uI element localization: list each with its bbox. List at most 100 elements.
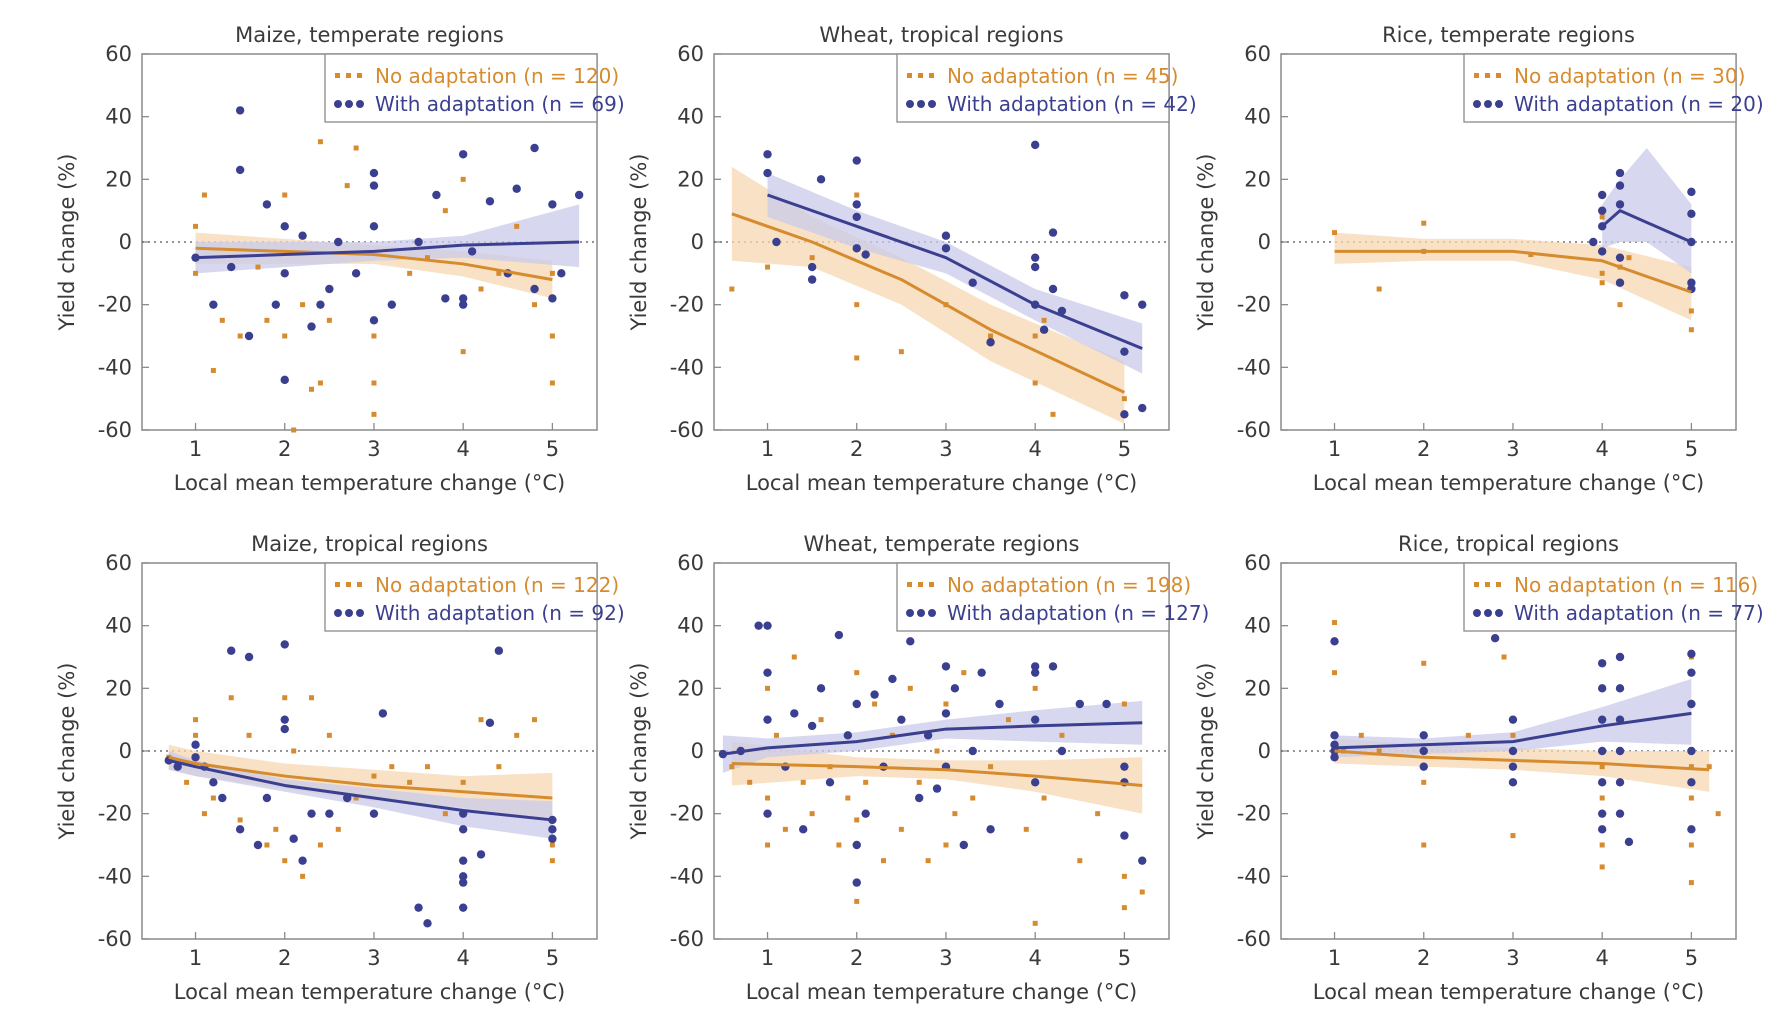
point-no-adaptation <box>1059 732 1065 738</box>
point-with-adaptation <box>1508 715 1518 724</box>
point-no-adaptation <box>1510 833 1516 839</box>
point-no-adaptation <box>210 367 216 373</box>
point-with-adaptation <box>218 793 227 803</box>
point-with-adaptation <box>235 825 245 834</box>
point-no-adaptation <box>371 380 377 386</box>
legend-label-no-adaptation: No adaptation (n = 120) <box>375 64 619 88</box>
point-no-adaptation <box>1599 280 1605 286</box>
point-no-adaptation <box>317 380 323 386</box>
point-with-adaptation <box>1048 284 1058 294</box>
trend-line-no-adaptation <box>731 762 1143 787</box>
point-no-adaptation <box>460 779 466 785</box>
x-tick-label: 4 <box>1028 946 1041 970</box>
y-tick-label: 20 <box>677 167 704 191</box>
legend: No adaptation (n = 122) With adaptation (… <box>324 562 625 632</box>
point-no-adaptation <box>854 355 860 361</box>
point-with-adaptation <box>458 825 468 834</box>
y-tick-label: -60 <box>1237 927 1271 951</box>
point-no-adaptation <box>246 732 252 738</box>
y-tick-label: -40 <box>1237 864 1271 888</box>
point-with-adaptation <box>772 237 781 247</box>
point-with-adaptation <box>1687 278 1696 287</box>
x-tick-label: 3 <box>939 946 952 970</box>
point-with-adaptation <box>852 200 861 209</box>
legend-marker-no-adaptation <box>918 582 923 587</box>
point-with-adaptation <box>1048 228 1058 237</box>
legend-marker-no-adaptation <box>335 582 340 587</box>
point-with-adaptation <box>191 740 200 749</box>
point-with-adaptation <box>1589 237 1598 247</box>
point-with-adaptation <box>754 621 763 630</box>
point-with-adaptation <box>763 715 772 724</box>
point-with-adaptation <box>1624 837 1634 847</box>
point-with-adaptation <box>843 731 853 740</box>
point-no-adaptation <box>282 858 288 864</box>
legend-label-no-adaptation: No adaptation (n = 30) <box>1514 64 1745 88</box>
point-with-adaptation <box>548 834 557 843</box>
legend-marker-no-adaptation <box>907 73 912 78</box>
y-tick-label: 60 <box>105 551 132 575</box>
y-tick-label: 60 <box>677 551 704 575</box>
point-no-adaptation <box>1421 842 1427 848</box>
point-no-adaptation <box>371 411 377 417</box>
trend-line-with-adaptation <box>1334 711 1692 750</box>
point-with-adaptation <box>280 715 289 724</box>
legend-box <box>896 562 1170 632</box>
x-tick-label: 3 <box>367 437 380 461</box>
point-with-adaptation <box>1597 247 1607 256</box>
legend-marker-with-adaptation <box>1495 100 1503 108</box>
point-with-adaptation <box>1615 746 1625 756</box>
point-with-adaptation <box>369 316 379 325</box>
point-no-adaptation <box>193 717 199 723</box>
point-no-adaptation <box>1688 764 1694 770</box>
x-tick-label: 1 <box>1328 946 1341 970</box>
point-no-adaptation <box>184 779 190 785</box>
point-with-adaptation <box>763 809 772 818</box>
point-with-adaptation <box>307 322 316 331</box>
legend-marker-with-adaptation <box>356 609 364 617</box>
legend-marker-no-adaptation <box>1485 582 1490 587</box>
point-with-adaptation <box>414 903 423 912</box>
point-with-adaptation <box>1120 291 1129 300</box>
point-with-adaptation <box>968 746 977 756</box>
point-with-adaptation <box>530 143 539 153</box>
y-tick-label: -60 <box>98 927 132 951</box>
point-no-adaptation <box>1139 889 1145 895</box>
trend-line-no-adaptation <box>731 212 1126 394</box>
point-no-adaptation <box>1376 286 1382 292</box>
legend: No adaptation (n = 198) With adaptation (… <box>896 562 1209 632</box>
point-with-adaptation <box>280 269 289 278</box>
point-with-adaptation <box>968 278 977 287</box>
point-with-adaptation <box>1120 410 1129 419</box>
legend-label-no-adaptation: No adaptation (n = 122) <box>375 573 619 597</box>
point-with-adaptation <box>280 640 289 649</box>
point-no-adaptation <box>1332 670 1338 676</box>
point-no-adaptation <box>300 302 306 308</box>
legend-label-with-adaptation: With adaptation (n = 69) <box>375 92 625 116</box>
point-no-adaptation <box>228 695 234 701</box>
x-tick-label: 4 <box>456 946 469 970</box>
point-no-adaptation <box>1332 230 1338 236</box>
point-no-adaptation <box>782 826 788 832</box>
point-no-adaptation <box>300 873 306 879</box>
legend-marker-with-adaptation <box>906 609 914 617</box>
point-with-adaptation <box>369 181 379 190</box>
point-with-adaptation <box>897 715 906 724</box>
point-with-adaptation <box>852 212 861 222</box>
point-with-adaptation <box>1508 778 1518 787</box>
panel-rice-temperate: Rice, temperate regions -60 -40 -20 0 20 40 60 1… <box>1194 23 1764 495</box>
point-with-adaptation <box>1687 668 1696 677</box>
y-tick-label: 0 <box>691 230 704 254</box>
point-with-adaptation <box>1597 778 1607 787</box>
legend-marker-with-adaptation <box>1484 609 1492 617</box>
point-with-adaptation <box>1597 715 1607 724</box>
x-tick-label: 4 <box>456 437 469 461</box>
panel-rice-tropical: Rice, tropical regions -60 -40 -20 0 20 40 60 1 2… <box>1194 532 1764 1004</box>
point-with-adaptation <box>548 825 557 834</box>
legend-marker-with-adaptation <box>928 100 936 108</box>
point-with-adaptation <box>1615 684 1625 693</box>
point-no-adaptation <box>1501 654 1507 660</box>
panel-title: Rice, tropical regions <box>1398 532 1619 556</box>
point-with-adaptation <box>548 294 557 303</box>
legend-label-no-adaptation: No adaptation (n = 45) <box>947 64 1178 88</box>
